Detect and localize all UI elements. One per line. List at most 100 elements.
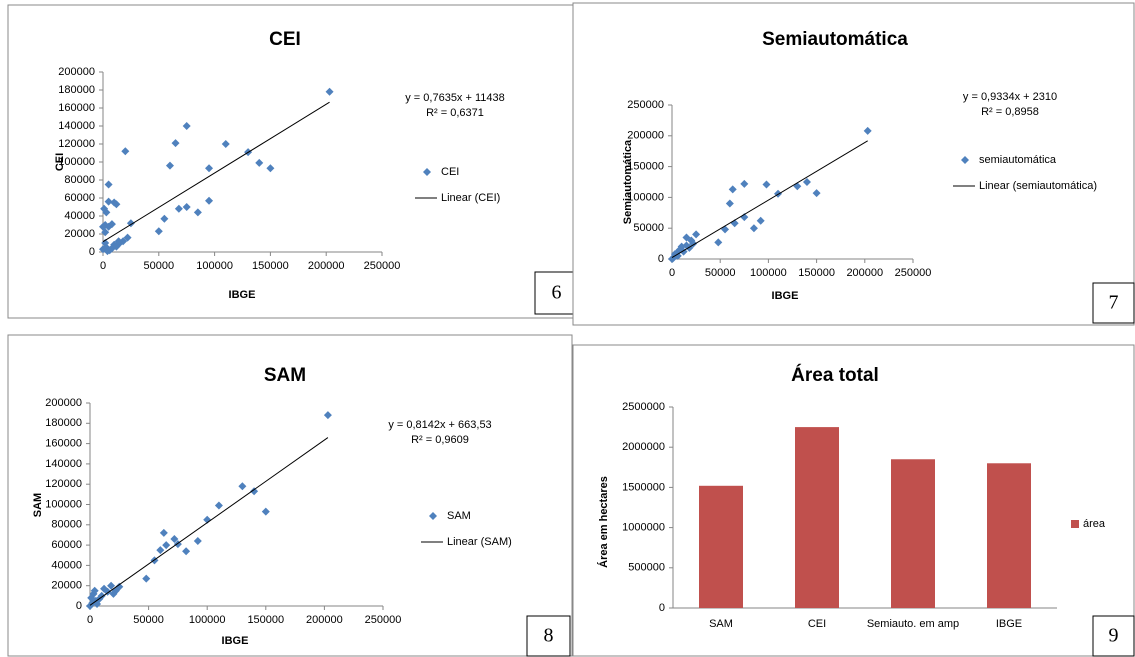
y-tick-label: 20000 [64,228,95,240]
scatter-point [104,197,113,206]
panel-frame [572,344,1135,657]
legend-marker [1071,520,1079,528]
x-tick-label: 100000 [750,267,787,279]
scatter-point [165,161,174,170]
trend-equation: y = 0,9334x + 2310 [963,91,1057,103]
scatter-point [193,537,202,546]
panel-frame [572,2,1135,326]
y-tick-label: 50000 [633,222,664,234]
chart-title: SAM [264,365,306,386]
x-axis-title: IBGE [229,289,256,301]
y-tick-label: 200000 [45,397,82,409]
legend-label: área [1083,518,1106,530]
y-tick-label: 140000 [45,458,82,470]
legend-label: SAM [447,510,471,522]
scatter-point [112,200,121,209]
y-tick-label: 80000 [64,174,95,186]
y-axis-title: CEI [54,153,66,171]
legend-label: CEI [441,166,459,178]
y-tick-label: 2500000 [622,401,665,413]
x-tick-label: 50000 [133,614,164,626]
scatter-point [182,203,191,211]
scatter-point [325,87,334,96]
trend-line [102,101,330,243]
x-tick-label: 0 [87,614,93,626]
scatter-point [673,251,682,260]
y-tick-label: 0 [658,253,664,265]
x-tick-label: IBGE [996,618,1022,630]
x-tick-label: 250000 [365,614,402,626]
scatter-point [682,233,691,242]
panel-number: 6 [552,282,562,304]
y-tick-label: 60000 [51,539,82,551]
scatter-point [100,204,109,213]
y-tick-label: 180000 [58,84,95,96]
x-tick-label: 0 [669,267,675,279]
scatter-point [123,233,132,242]
legend-marker [423,168,431,176]
scatter-point [323,411,332,420]
x-tick-label: 200000 [846,267,883,279]
bar [987,463,1031,608]
y-tick-label: 0 [659,602,665,614]
bar [891,459,935,608]
scatter-point [756,216,765,225]
panel-frame [7,334,573,657]
scatter-point [214,501,223,510]
legend-label: Linear (SAM) [447,536,512,548]
scatter-point [714,238,723,247]
scatter-point [266,164,275,173]
x-tick-label: 150000 [798,267,835,279]
y-tick-label: 200000 [627,130,664,142]
scatter-point [261,507,270,516]
scatter-point [728,185,737,194]
y-tick-label: 140000 [58,120,95,132]
y-tick-label: 150000 [627,161,664,173]
y-tick-label: 100000 [627,191,664,203]
scatter-point [114,237,123,246]
x-tick-label: 250000 [364,260,401,272]
chart-title: CEI [269,29,301,50]
x-tick-label: Semiauto. em amp [867,618,959,630]
scatter-point [170,535,179,544]
trend-r2: R² = 0,8958 [981,106,1039,118]
y-tick-label: 160000 [45,438,82,450]
trend-line [89,437,329,606]
scatter-point [107,581,116,590]
scatter-point [238,482,247,491]
y-tick-label: 200000 [58,66,95,78]
scatter-point [156,546,165,555]
y-tick-label: 0 [89,246,95,258]
x-tick-label: CEI [808,618,826,630]
y-tick-label: 100000 [58,156,95,168]
y-tick-label: 500000 [628,562,665,574]
trend-equation: y = 0,7635x + 11438 [405,92,505,104]
y-tick-label: 80000 [51,519,82,531]
x-axis-title: IBGE [772,290,799,302]
scatter-point [109,589,118,598]
scatter-point [121,147,130,156]
y-tick-label: 0 [76,600,82,612]
panel-number: 9 [1109,625,1119,647]
scatter-point [812,189,821,198]
legend-label: Linear (semiautomática) [979,180,1097,192]
x-tick-label: 200000 [308,260,345,272]
scatter-point [182,547,191,556]
legend-label: Linear (CEI) [441,192,500,204]
x-tick-label: 100000 [196,260,233,272]
scatter-point [142,574,151,583]
y-tick-label: 1500000 [622,481,665,493]
panel-number-box [534,271,579,315]
y-tick-label: 2000000 [622,441,665,453]
x-tick-label: 150000 [252,260,289,272]
scatter-point [692,230,701,239]
panel-number: 7 [1109,292,1119,314]
scatter-point [725,199,734,208]
x-tick-label: 100000 [189,614,226,626]
scatter-point [126,219,135,228]
scatter-point [100,584,109,593]
scatter-point [162,541,171,550]
scatter-point [255,158,264,167]
legend-marker [961,156,969,164]
